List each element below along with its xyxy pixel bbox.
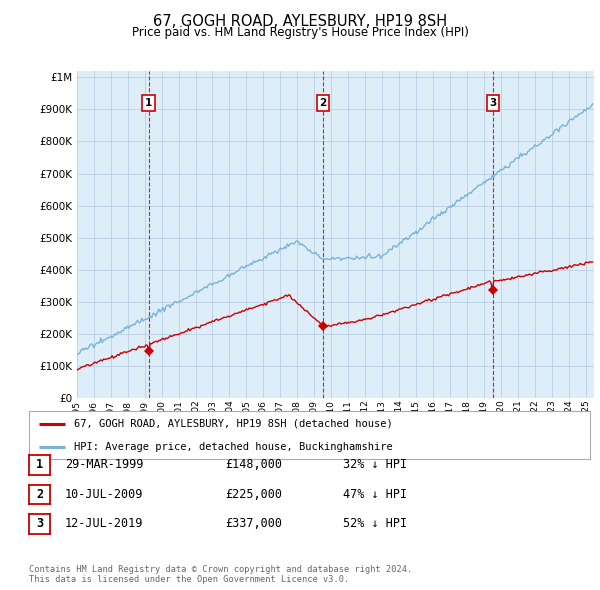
Text: 10-JUL-2009: 10-JUL-2009 [65,488,143,501]
Text: 47% ↓ HPI: 47% ↓ HPI [343,488,407,501]
Text: 1: 1 [145,98,152,108]
Text: 1: 1 [36,458,43,471]
Text: 29-MAR-1999: 29-MAR-1999 [65,458,143,471]
Text: 3: 3 [36,517,43,530]
Text: 12-JUL-2019: 12-JUL-2019 [65,517,143,530]
Text: £225,000: £225,000 [225,488,282,501]
Text: 52% ↓ HPI: 52% ↓ HPI [343,517,407,530]
Text: Price paid vs. HM Land Registry's House Price Index (HPI): Price paid vs. HM Land Registry's House … [131,26,469,39]
Text: HPI: Average price, detached house, Buckinghamshire: HPI: Average price, detached house, Buck… [74,442,392,452]
Text: 2: 2 [36,488,43,501]
Text: £148,000: £148,000 [225,458,282,471]
Text: 3: 3 [489,98,496,108]
Text: This data is licensed under the Open Government Licence v3.0.: This data is licensed under the Open Gov… [29,575,349,584]
Text: 2: 2 [319,98,326,108]
Text: 67, GOGH ROAD, AYLESBURY, HP19 8SH: 67, GOGH ROAD, AYLESBURY, HP19 8SH [153,14,447,29]
Text: 32% ↓ HPI: 32% ↓ HPI [343,458,407,471]
Text: Contains HM Land Registry data © Crown copyright and database right 2024.: Contains HM Land Registry data © Crown c… [29,565,412,574]
Text: 67, GOGH ROAD, AYLESBURY, HP19 8SH (detached house): 67, GOGH ROAD, AYLESBURY, HP19 8SH (deta… [74,419,392,429]
Text: £337,000: £337,000 [225,517,282,530]
